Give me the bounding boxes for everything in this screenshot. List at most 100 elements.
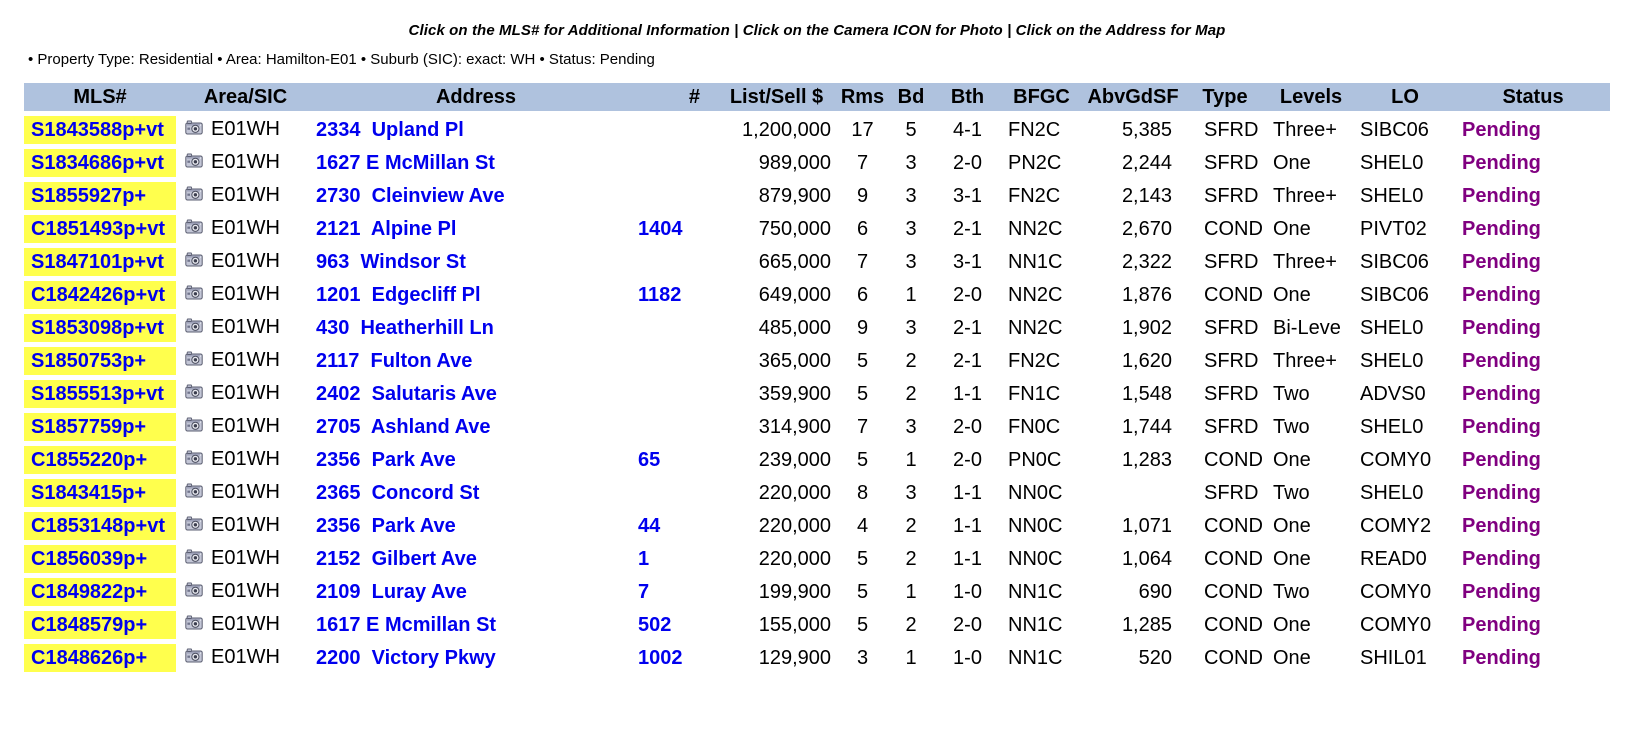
camera-icon[interactable] <box>185 448 203 471</box>
table-row: C1853148p+vt E01WH 2356 Park Ave 44 220,000 4… <box>24 512 1610 540</box>
mls-link[interactable]: C1848579p+ <box>31 613 148 636</box>
unit-number-link[interactable]: 1002 <box>638 646 683 669</box>
address-link[interactable]: 1201 Edgecliff Pl <box>316 283 481 306</box>
camera-icon[interactable] <box>185 118 203 141</box>
mls-link[interactable]: S1850753p+ <box>31 349 147 372</box>
rooms-cell: 17 <box>851 118 874 141</box>
mls-link[interactable]: S1843415p+ <box>31 481 147 504</box>
camera-icon[interactable] <box>185 613 203 636</box>
property-type-cell: COND <box>1204 547 1263 570</box>
mls-link[interactable]: C1856039p+ <box>31 547 148 570</box>
unit-number-link[interactable]: 44 <box>638 514 661 537</box>
mls-cell: S1855513p+vt <box>24 380 176 408</box>
column-header-sf: AbvGdSF <box>1084 83 1182 111</box>
levels-cell: One <box>1273 613 1311 636</box>
levels-cell: Two <box>1273 481 1310 504</box>
address-link[interactable]: 2365 Concord St <box>316 481 480 504</box>
area-cell: E01WH <box>176 149 315 177</box>
mls-link[interactable]: C1848626p+ <box>31 646 148 669</box>
camera-icon[interactable] <box>185 184 203 207</box>
address-link[interactable]: 2152 Gilbert Ave <box>316 547 477 570</box>
mls-link[interactable]: S1847101p+vt <box>31 250 164 273</box>
bathrooms-cell: 2-0 <box>953 151 982 174</box>
camera-icon[interactable] <box>185 382 203 405</box>
unit-number-link[interactable]: 502 <box>638 613 672 636</box>
listing-office-cell: SHEL0 <box>1360 415 1424 438</box>
area-sic-label: E01WH <box>211 118 280 141</box>
address-link[interactable]: 2705 Ashland Ave <box>316 415 491 438</box>
list-price-cell: 359,900 <box>758 382 831 405</box>
area-cell: E01WH <box>176 215 315 243</box>
address-link[interactable]: 2117 Fulton Ave <box>316 349 473 372</box>
unit-number-link[interactable]: 65 <box>638 448 661 471</box>
table-row: S1855513p+vt E01WH 2402 Salutaris Ave 359,9… <box>24 380 1610 408</box>
property-type-cell: COND <box>1204 613 1263 636</box>
address-link[interactable]: 430 Heatherhill Ln <box>316 316 494 339</box>
list-price-cell: 239,000 <box>758 448 831 471</box>
mls-link[interactable]: S1843588p+vt <box>31 118 164 141</box>
mls-link[interactable]: C1849822p+ <box>31 580 148 603</box>
mls-link[interactable]: C1855220p+ <box>31 448 148 471</box>
mls-link[interactable]: S1834686p+vt <box>31 151 164 174</box>
area-cell: E01WH <box>176 479 315 507</box>
bfgc-cell: NN2C <box>1008 283 1063 306</box>
mls-link[interactable]: S1855513p+vt <box>31 382 164 405</box>
address-cell: 2365 Concord St <box>315 479 637 507</box>
status-cell: Pending <box>1462 217 1541 240</box>
address-link[interactable]: 1627 E McMillan St <box>316 151 495 174</box>
unit-number-link[interactable]: 1182 <box>638 283 682 306</box>
address-link[interactable]: 2356 Park Ave <box>316 514 456 537</box>
camera-icon[interactable] <box>185 151 203 174</box>
camera-icon[interactable] <box>185 547 203 570</box>
above-grade-sqft-cell: 1,548 <box>1121 382 1172 405</box>
mls-link[interactable]: C1851493p+vt <box>31 217 165 240</box>
mls-link[interactable]: S1853098p+vt <box>31 316 164 339</box>
list-price-cell: 485,000 <box>758 316 831 339</box>
unit-number-link[interactable]: 1 <box>638 547 650 570</box>
area-cell: E01WH <box>176 413 315 441</box>
listing-office-cell: COMY0 <box>1360 613 1432 636</box>
camera-icon[interactable] <box>185 481 203 504</box>
unit-number-cell: 1002 <box>637 644 714 672</box>
status-cell: Pending <box>1462 514 1541 537</box>
bfgc-cell: NN2C <box>1008 316 1063 339</box>
mls-link[interactable]: C1853148p+vt <box>31 514 165 537</box>
camera-icon[interactable] <box>185 514 203 537</box>
rooms-cell: 5 <box>856 349 869 372</box>
table-row: C1842426p+vt E01WH 1201 Edgecliff Pl 1182 64… <box>24 281 1610 309</box>
address-link[interactable]: 2200 Victory Pkwy <box>316 646 496 669</box>
area-sic-label: E01WH <box>211 613 280 636</box>
address-link[interactable]: 2730 Cleinview Ave <box>316 184 505 207</box>
address-link[interactable]: 2402 Salutaris Ave <box>316 382 497 405</box>
mls-link[interactable]: C1842426p+vt <box>31 283 165 306</box>
address-link[interactable]: 2334 Upland Pl <box>316 118 464 141</box>
area-sic-label: E01WH <box>211 217 280 240</box>
address-link[interactable]: 2356 Park Ave <box>316 448 456 471</box>
address-link[interactable]: 2121 Alpine Pl <box>316 217 457 240</box>
address-link[interactable]: 1617 E Mcmillan St <box>316 613 497 636</box>
camera-icon[interactable] <box>185 349 203 372</box>
mls-cell: S1853098p+vt <box>24 314 176 342</box>
bathrooms-cell: 3-1 <box>953 184 982 207</box>
levels-cell: Three+ <box>1273 184 1337 207</box>
unit-number-link[interactable]: 7 <box>638 580 650 603</box>
camera-icon[interactable] <box>185 415 203 438</box>
listing-office-cell: READ0 <box>1360 547 1427 570</box>
camera-icon[interactable] <box>185 646 203 669</box>
camera-icon[interactable] <box>185 250 203 273</box>
camera-icon[interactable] <box>185 283 203 306</box>
camera-icon[interactable] <box>185 316 203 339</box>
camera-icon[interactable] <box>185 217 203 240</box>
table-row: C1848579p+ E01WH 1617 E Mcmillan St 502 155,… <box>24 611 1610 639</box>
table-row: S1834686p+vt E01WH 1627 E McMillan St 989,0… <box>24 149 1610 177</box>
rooms-cell: 6 <box>856 283 869 306</box>
camera-icon[interactable] <box>185 580 203 603</box>
mls-link[interactable]: S1857759p+ <box>31 415 147 438</box>
address-link[interactable]: 963 Windsor St <box>316 250 466 273</box>
unit-number-link[interactable]: 1404 <box>638 217 683 240</box>
address-link[interactable]: 2109 Luray Ave <box>316 580 467 603</box>
bfgc-cell: NN1C <box>1008 646 1063 669</box>
bathrooms-cell: 2-0 <box>953 283 982 306</box>
mls-link[interactable]: S1855927p+ <box>31 184 147 207</box>
property-type-cell: SFRD <box>1204 151 1259 174</box>
